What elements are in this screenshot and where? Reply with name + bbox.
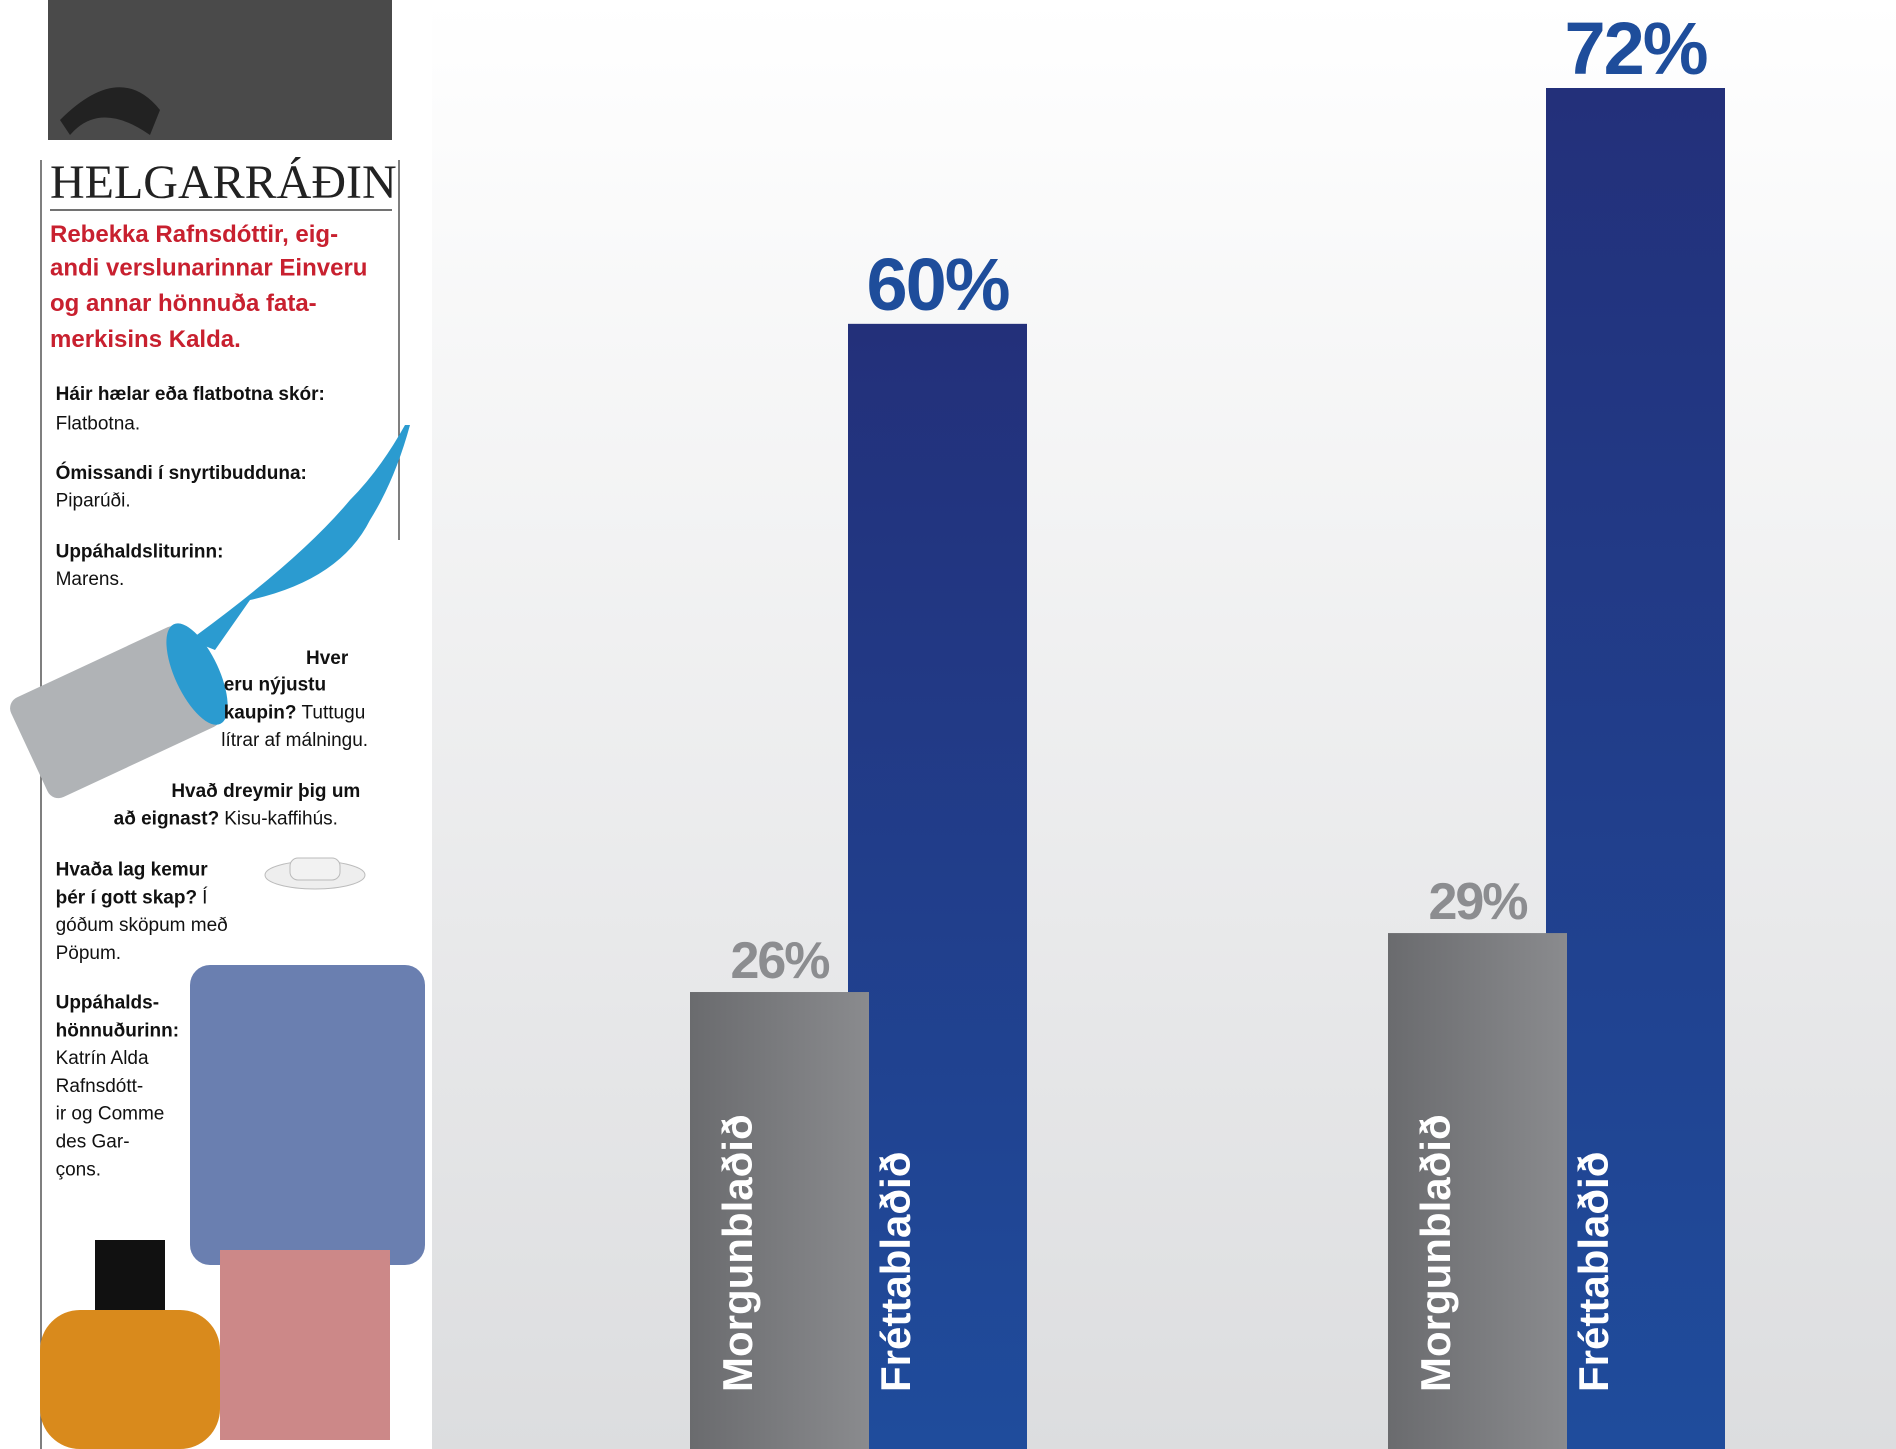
question: eru nýjustu xyxy=(224,674,326,695)
bottle-body xyxy=(40,1310,220,1449)
series-name: Fréttablaðið xyxy=(872,1152,919,1392)
answer: Piparúði. xyxy=(56,491,131,512)
trousers xyxy=(220,1250,390,1440)
qa-line: çons. xyxy=(56,1159,101,1180)
answer: çons. xyxy=(56,1159,101,1180)
qa-line: Piparúði. xyxy=(56,491,131,512)
paint-splash xyxy=(190,425,410,650)
bottle-cap xyxy=(95,1240,165,1310)
series-name: Morgunblaðið xyxy=(1412,1114,1459,1392)
answer: Í xyxy=(202,887,208,908)
answer: lítrar af málningu. xyxy=(221,730,368,751)
answer: Tuttugu xyxy=(302,702,366,723)
answer: des Gar- xyxy=(56,1132,130,1153)
qa-line: góðum sköpum með xyxy=(56,915,228,936)
answer: góðum sköpum með xyxy=(56,915,228,936)
answer: Flatbotna. xyxy=(56,413,141,434)
qa-line: Katrín Alda xyxy=(56,1048,149,1069)
qa-line: að eignast?Kisu-kaffihús. xyxy=(114,809,338,830)
qa-line: þér í gott skap?Í xyxy=(56,887,208,908)
value-label: 29% xyxy=(1428,873,1527,931)
question: kaupin? xyxy=(224,702,297,723)
qa-line: ir og Comme xyxy=(56,1104,165,1125)
value-label: 72% xyxy=(1564,7,1706,90)
qa-line: kaupin?Tuttugu xyxy=(224,702,366,723)
qa-line: des Gar- xyxy=(56,1132,130,1153)
question: hönnuðurinn: xyxy=(56,1020,179,1041)
qa-line: Hvaða lag kemur xyxy=(56,859,209,880)
intro-line: merkisins Kalda. xyxy=(50,326,241,353)
qa-line: Flatbotna. xyxy=(56,413,141,434)
answer: Kisu-kaffihús. xyxy=(224,809,338,830)
series-name: Morgunblaðið xyxy=(714,1114,761,1392)
model-figure xyxy=(190,858,425,1440)
page-canvas: HELGARRÁÐIN Rebekka Rafnsdóttir, eig-and… xyxy=(0,0,1896,1449)
question: Hvaða lag kemur xyxy=(56,859,209,880)
value-label: 60% xyxy=(866,243,1008,326)
question: Háir hælar eða flatbotna skór: xyxy=(56,384,325,405)
photo xyxy=(48,0,392,140)
question: að eignast? xyxy=(114,809,220,830)
qa-line: Rafnsdótt- xyxy=(56,1076,144,1097)
jacket xyxy=(190,965,425,1265)
question: Hver xyxy=(306,648,349,669)
intro: Rebekka Rafnsdóttir, eig-andi verslunari… xyxy=(50,221,367,353)
intro-line: og annar hönnuða fata- xyxy=(50,290,317,317)
qa-line: Pöpum. xyxy=(56,943,121,964)
series-name: Fréttablaðið xyxy=(1570,1152,1617,1392)
question: Uppáhalds- xyxy=(56,992,159,1013)
page: HELGARRÁÐIN Rebekka Rafnsdóttir, eig-and… xyxy=(0,0,1896,1449)
qa-line: eru nýjustu xyxy=(224,674,326,695)
intro-line: Rebekka Rafnsdóttir, eig- xyxy=(50,221,338,248)
question: Hvað dreymir þig um xyxy=(171,781,360,802)
qa-line: Uppáhalds- xyxy=(56,992,159,1013)
answer: Rafnsdótt- xyxy=(56,1076,144,1097)
answer: Katrín Alda xyxy=(56,1048,149,1069)
hat-top xyxy=(290,858,340,880)
qa-line: Háir hælar eða flatbotna skór: xyxy=(56,384,325,405)
qa-line: Uppáhaldsliturinn: xyxy=(56,541,224,562)
value-label: 26% xyxy=(730,932,829,990)
question: þér í gott skap? xyxy=(56,887,197,908)
qa-line: Hvað dreymir þig um xyxy=(171,781,360,802)
answer: ir og Comme xyxy=(56,1104,165,1125)
qa-line: Ómissandi í snyrtibudduna: xyxy=(56,462,307,484)
sidebar-title: HELGARRÁÐIN xyxy=(50,156,397,209)
answer: Marens. xyxy=(56,569,125,590)
answer: Pöpum. xyxy=(56,943,121,964)
bottle xyxy=(40,1240,220,1449)
qa-line: lítrar af málningu. xyxy=(221,730,368,751)
question: Uppáhaldsliturinn: xyxy=(56,541,224,562)
question: Ómissandi í snyrtibudduna: xyxy=(56,462,307,484)
qa-line: hönnuðurinn: xyxy=(56,1020,179,1041)
intro-line: andi verslunarinnar Einveru xyxy=(50,255,367,282)
qa-line: Marens. xyxy=(56,569,125,590)
qa-line: Hver xyxy=(306,648,349,669)
